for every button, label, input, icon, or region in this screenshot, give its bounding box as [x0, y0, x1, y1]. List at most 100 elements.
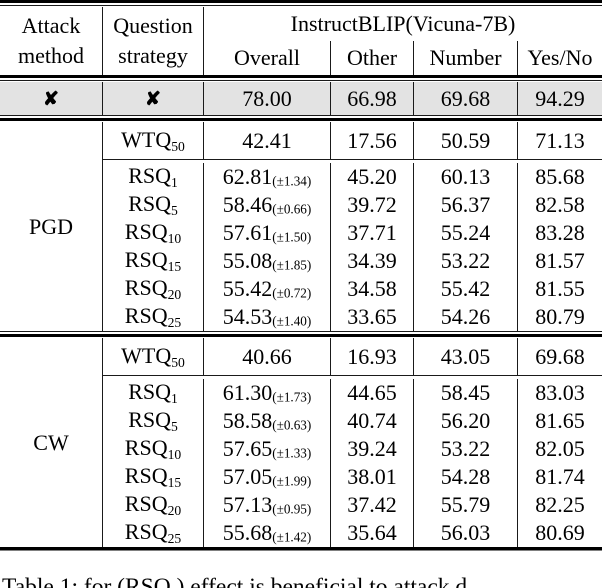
cell-overall: 57.61(±1.50)	[203, 219, 330, 247]
cell-overall: 57.05(±1.99)	[203, 463, 330, 491]
cw-rsq-row: RSQ20 57.13(±0.95) 37.42 55.79 82.25	[0, 491, 602, 519]
header-bottom-rule	[0, 75, 602, 82]
baseline-other: 66.98	[330, 82, 413, 115]
cell-yesno: 81.57	[517, 247, 602, 275]
overall-stddev: (±1.99)	[272, 473, 312, 489]
cell-other: 40.74	[330, 407, 413, 435]
strategy-subscript: 25	[167, 314, 182, 330]
cell-number: 54.28	[413, 463, 517, 491]
strategy-subscript: 20	[167, 502, 182, 518]
strategy-base: RSQ	[128, 163, 171, 189]
overall-stddev: (±0.63)	[272, 417, 312, 433]
col-header-question-strategy: Question strategy	[102, 7, 203, 75]
strategy-subscript: 10	[167, 230, 182, 246]
cell-number: 56.03	[413, 519, 517, 547]
cell-overall: 58.58(±0.63)	[203, 407, 330, 435]
strategy-subscript: 50	[171, 138, 185, 154]
cell-yesno: 82.05	[517, 435, 602, 463]
col-header-other: Other	[330, 41, 413, 75]
cell-other: 33.65	[330, 303, 413, 331]
overall-stddev: (±1.85)	[272, 257, 312, 273]
overall-value: 57.65	[222, 436, 273, 462]
strategy-base: RSQ	[128, 191, 171, 217]
cw-rsq-row: RSQ5 58.58(±0.63) 40.74 56.20 81.65	[0, 407, 602, 435]
cell-yesno: 81.65	[517, 407, 602, 435]
strategy-base: RSQ	[124, 247, 168, 273]
pgd-rsq-row: RSQ10 57.61(±1.50) 37.71 55.24 83.28	[0, 219, 602, 247]
cell-overall: 57.13(±0.95)	[203, 491, 330, 519]
strategy-base: RSQ	[124, 303, 168, 329]
col-header-attack-method: Attack method	[0, 7, 102, 75]
cell-overall: 40.66	[203, 338, 330, 375]
overall-stddev: (±0.95)	[272, 501, 312, 517]
cell-number: 43.05	[413, 338, 517, 375]
overall-stddev: (±1.50)	[272, 229, 312, 245]
strategy-cell: RSQ20	[102, 491, 203, 519]
overall-value: 54.53	[222, 304, 273, 330]
pgd-rsq-row: RSQ1 62.81(±1.34) 45.20 60.13 85.68	[0, 163, 602, 191]
baseline-row: ✘ ✘ 78.00 66.98 69.68 94.29	[0, 82, 602, 115]
overall-value: 57.05	[222, 464, 273, 490]
pgd-rsq-row: RSQ15 55.08(±1.85) 34.39 53.22 81.57	[0, 247, 602, 275]
top-rule	[0, 0, 602, 7]
attack-header-line1: Attack	[21, 13, 81, 39]
cell-number: 50.59	[413, 122, 517, 159]
cell-number: 53.22	[413, 435, 517, 463]
cell-yesno: 82.25	[517, 491, 602, 519]
strategy-cell: RSQ10	[102, 435, 203, 463]
overall-stddev: (±1.42)	[272, 529, 312, 545]
strategy-base: RSQ	[124, 219, 168, 245]
pgd-rsq-row: RSQ5 58.46(±0.66) 39.72 56.37 82.58	[0, 191, 602, 219]
strategy-cell: WTQ50	[102, 122, 203, 159]
baseline-strategy-cell: ✘	[102, 82, 203, 115]
cell-overall: 55.68(±1.42)	[203, 519, 330, 547]
results-table: Attack method Question strategy Instruct…	[0, 0, 602, 553]
attack-header-line2: method	[18, 43, 84, 68]
cell-yesno: 69.68	[517, 338, 602, 375]
cell-other: 44.65	[330, 379, 413, 407]
bottom-rule	[0, 547, 602, 553]
overall-stddev: (±1.33)	[272, 445, 312, 461]
overall-stddev: (±1.40)	[272, 313, 312, 329]
strategy-base: RSQ	[124, 463, 168, 489]
cell-yesno: 71.13	[517, 122, 602, 159]
col-header-overall: Overall	[203, 41, 330, 75]
strategy-subscript: 50	[171, 354, 185, 370]
cell-other: 39.24	[330, 435, 413, 463]
cell-other: 34.39	[330, 247, 413, 275]
overall-value: 55.08	[222, 248, 273, 274]
cell-other: 45.20	[330, 163, 413, 191]
table-caption: Table 1: for (RSQ ) effect is beneficial…	[2, 574, 468, 588]
cell-number: 55.79	[413, 491, 517, 519]
strategy-cell: RSQ25	[102, 519, 203, 547]
strategy-base: RSQ	[124, 519, 168, 545]
strategy-cell: WTQ50	[102, 338, 203, 375]
cell-other: 38.01	[330, 463, 413, 491]
cw-rsq-row: RSQ1 61.30(±1.73) 44.65 58.45 83.03	[0, 379, 602, 407]
strategy-cell: RSQ15	[102, 247, 203, 275]
pgd-rsq-row: RSQ20 55.42(±0.72) 34.58 55.42 81.55	[0, 275, 602, 303]
strategy-cell: RSQ10	[102, 219, 203, 247]
overall-value: 57.61	[222, 220, 273, 246]
overall-stddev: (±1.73)	[272, 389, 312, 405]
overall-value: 61.30	[222, 380, 273, 406]
cell-other: 35.64	[330, 519, 413, 547]
strategy-base: WTQ	[121, 126, 172, 152]
cross-icon: ✘	[145, 89, 161, 111]
strategy-subscript: 15	[167, 474, 182, 490]
strategy-cell: RSQ20	[102, 275, 203, 303]
cell-overall: 42.41	[203, 122, 330, 159]
strategy-subscript: 1	[170, 174, 178, 190]
cell-overall: 61.30(±1.73)	[203, 379, 330, 407]
model-group-header: InstructBLIP(Vicuna-7B)	[203, 7, 602, 41]
overall-value: 58.46	[222, 192, 273, 218]
cell-other: 34.58	[330, 275, 413, 303]
col-header-number: Number	[413, 41, 517, 75]
strategy-subscript: 1	[170, 390, 178, 406]
strategy-cell: RSQ1	[102, 163, 203, 191]
overall-value: 58.58	[222, 408, 273, 434]
strategy-base: RSQ	[124, 435, 168, 461]
section-divider-rule	[0, 331, 602, 338]
cell-overall: 58.46(±0.66)	[203, 191, 330, 219]
strategy-cell: RSQ15	[102, 463, 203, 491]
